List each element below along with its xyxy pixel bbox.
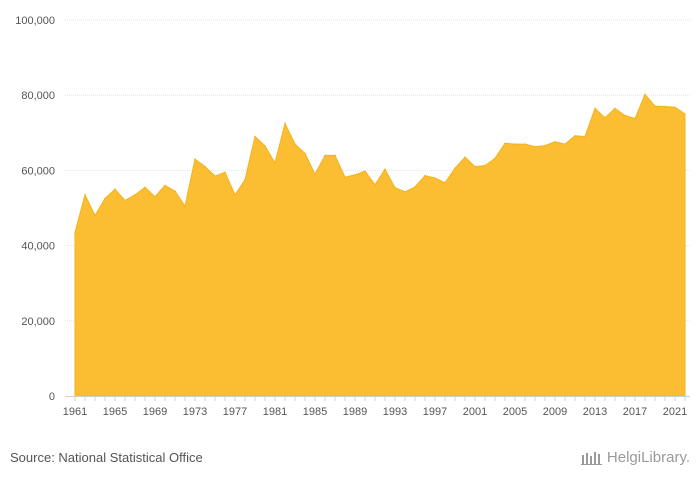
data-point [524, 143, 526, 145]
data-point [604, 116, 606, 119]
x-tick-label: 2013 [583, 406, 607, 418]
data-point [394, 186, 396, 189]
data-point [464, 156, 466, 159]
data-point [134, 194, 136, 196]
source-note: Source: National Statistical Office [10, 450, 203, 465]
x-tick-label: 1965 [103, 406, 127, 418]
data-point [474, 165, 476, 168]
data-point [364, 170, 366, 172]
data-point [374, 183, 376, 186]
data-point [564, 143, 566, 145]
x-tick-label: 2021 [663, 406, 687, 418]
area-chart: 0 20,000 40,000 60,000 80,000 100,000 1961 1965… [15, 15, 690, 418]
x-tick-label: 1985 [303, 406, 327, 418]
data-point [104, 197, 106, 200]
axes: 0 20,000 40,000 60,000 80,000 100,000 1961 1965… [15, 15, 690, 418]
data-point [304, 152, 306, 155]
data-point [164, 184, 166, 187]
x-tick-label: 1981 [263, 406, 287, 418]
data-point [654, 105, 656, 107]
y-tick-label: 80,000 [21, 90, 55, 102]
data-point [584, 135, 586, 138]
y-tick-label: 20,000 [21, 316, 55, 328]
area-series [74, 93, 686, 397]
x-tick-label: 2009 [543, 406, 567, 418]
data-point [294, 143, 296, 145]
data-point [404, 191, 406, 193]
x-tick-label: 1977 [223, 406, 247, 418]
data-point [214, 175, 216, 177]
x-tick-label: 2001 [463, 406, 487, 418]
data-point [174, 190, 176, 192]
data-point [184, 205, 186, 207]
x-tick-label: 2005 [503, 406, 527, 418]
x-tick-label: 1961 [63, 406, 87, 418]
x-tick-label: 2017 [623, 406, 647, 418]
x-tick-label: 1969 [143, 406, 167, 418]
data-point [494, 157, 496, 160]
x-tick-label: 1989 [343, 406, 367, 418]
data-point [674, 106, 676, 109]
data-point [144, 186, 146, 189]
x-tick-label: 1993 [383, 406, 407, 418]
y-tick-label: 40,000 [21, 241, 55, 253]
data-point [454, 167, 456, 169]
data-point [94, 214, 96, 217]
data-point [274, 162, 276, 164]
data-point [544, 144, 546, 147]
data-point [254, 135, 256, 138]
data-point [224, 171, 226, 174]
x-tick-label: 1997 [423, 406, 447, 418]
data-point [124, 199, 126, 202]
data-point [554, 141, 556, 143]
data-point [114, 188, 116, 190]
area-fill [74, 93, 686, 397]
data-point [444, 182, 446, 184]
data-point [314, 173, 316, 175]
data-point [204, 165, 206, 168]
logo-text: HelgiLibrary. [606, 449, 690, 466]
data-point [644, 93, 646, 96]
data-point [614, 107, 616, 110]
data-point [234, 194, 236, 196]
y-tick-label: 60,000 [21, 165, 55, 177]
data-point [534, 145, 536, 148]
data-point [484, 164, 486, 167]
data-point [634, 117, 636, 120]
data-point [664, 105, 666, 108]
data-point [194, 158, 196, 160]
data-point [514, 143, 516, 145]
data-point [424, 174, 426, 177]
data-point [434, 177, 436, 179]
data-point [324, 154, 326, 157]
y-tick-label: 100,000 [15, 15, 55, 27]
y-tick-label: 0 [49, 391, 55, 403]
data-point [384, 168, 386, 171]
data-point [264, 145, 266, 147]
data-point [334, 154, 336, 157]
data-point [344, 176, 346, 178]
data-point [244, 179, 246, 181]
data-point [354, 174, 356, 176]
data-point [84, 194, 86, 196]
data-point [154, 195, 156, 198]
data-point [574, 135, 576, 137]
data-point [594, 107, 596, 110]
data-point [284, 122, 286, 125]
library-icon [580, 451, 602, 465]
data-point [414, 186, 416, 188]
helgilibrary-logo: HelgiLibrary. [580, 449, 690, 466]
x-tick-label: 1973 [183, 406, 207, 418]
data-point [504, 142, 506, 145]
data-point [684, 113, 686, 115]
data-point [74, 231, 76, 234]
data-point [624, 114, 626, 117]
